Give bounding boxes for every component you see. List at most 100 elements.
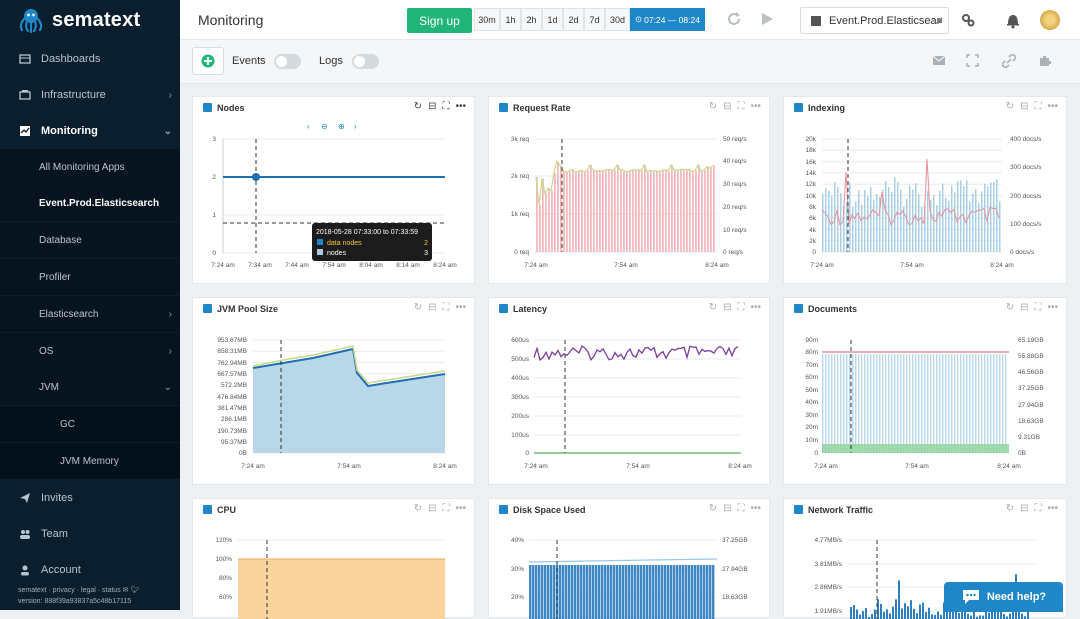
app-selector[interactable]: Event.Prod.Elasticsear ◢ xyxy=(800,7,949,34)
minimize-icon[interactable]: ⊟ xyxy=(428,302,437,313)
chevron-right-icon: › xyxy=(168,89,172,101)
expand-icon[interactable]: ⛶ xyxy=(737,101,745,112)
sidebar-sub-jvm-memory[interactable]: JVM Memory xyxy=(0,443,180,479)
sidebar-item-infrastructure[interactable]: Infrastructure › xyxy=(0,77,180,113)
refresh-icon[interactable]: ↻ xyxy=(708,503,718,514)
refresh-icon[interactable]: ↻ xyxy=(1005,503,1015,514)
refresh-icon[interactable]: ↻ xyxy=(1005,101,1015,112)
sidebar-sub-gc[interactable]: GC xyxy=(0,406,180,442)
more-icon[interactable]: ••• xyxy=(455,302,466,313)
expand-icon[interactable]: ⛶ xyxy=(1034,503,1042,514)
bell-icon[interactable] xyxy=(1005,11,1021,29)
more-icon[interactable]: ••• xyxy=(750,302,761,313)
time-range-30d[interactable]: 30d xyxy=(605,8,630,31)
bar xyxy=(668,171,670,252)
sidebar-sub-all-apps[interactable]: All Monitoring Apps xyxy=(0,149,180,185)
bar xyxy=(635,170,637,252)
sidebar-item-monitoring[interactable]: Monitoring ⌄ xyxy=(0,113,180,149)
bar xyxy=(613,565,616,619)
need-help-button[interactable]: Need help? xyxy=(944,582,1063,612)
expand-icon[interactable]: ⛶ xyxy=(737,503,745,514)
settings-icon[interactable] xyxy=(961,13,975,27)
sidebar-sub-current-app[interactable]: Event.Prod.Elasticsearch xyxy=(0,185,180,221)
expand-icon[interactable]: ⛶ xyxy=(442,302,450,313)
bar xyxy=(596,171,598,252)
refresh-icon[interactable]: ↻ xyxy=(1005,302,1015,313)
refresh-icon[interactable]: ↻ xyxy=(413,503,423,514)
minimize-icon[interactable]: ⊟ xyxy=(428,101,437,112)
zoom-in-icon[interactable]: ⊕ xyxy=(338,122,345,131)
events-toggle[interactable] xyxy=(274,54,301,69)
sematext-logo[interactable]: sematext xyxy=(16,6,140,34)
refresh-icon[interactable]: ↻ xyxy=(708,101,718,112)
minimize-icon[interactable]: ⊟ xyxy=(723,101,732,112)
bar xyxy=(853,605,855,619)
sidebar-item-invites[interactable]: Invites xyxy=(0,480,180,516)
mail-icon[interactable]: ✉ xyxy=(122,587,129,594)
minimize-icon[interactable]: ⊟ xyxy=(428,503,437,514)
minimize-icon[interactable]: ⊟ xyxy=(723,503,732,514)
refresh-icon[interactable]: ↻ xyxy=(708,302,718,313)
minimize-icon[interactable]: ⊟ xyxy=(1020,302,1029,313)
time-range-1h[interactable]: 1h xyxy=(500,8,521,31)
sidebar-item-label: Monitoring xyxy=(41,125,98,137)
bar xyxy=(858,354,860,453)
footer-links[interactable]: sematext · privacy · legal · status xyxy=(18,587,121,594)
refresh-icon[interactable] xyxy=(725,10,743,28)
time-range-1d[interactable]: 1d xyxy=(542,8,563,31)
cpu-chart: 120% 100% 80% 60% xyxy=(215,537,445,619)
time-range-2d[interactable]: 2d xyxy=(563,8,584,31)
more-icon[interactable]: ••• xyxy=(750,101,761,112)
link-icon[interactable] xyxy=(1002,54,1016,68)
zoom-out-icon[interactable]: ⊖ xyxy=(321,122,328,131)
more-icon[interactable]: ••• xyxy=(1047,503,1058,514)
twitter-icon[interactable]: 🐦︎ xyxy=(130,587,140,594)
sidebar-item-account[interactable]: Account xyxy=(0,552,180,588)
plugin-icon[interactable] xyxy=(1038,54,1052,68)
bar xyxy=(945,354,947,453)
more-icon[interactable]: ••• xyxy=(1047,302,1058,313)
expand-icon[interactable]: ⛶ xyxy=(1034,302,1042,313)
minimize-icon[interactable]: ⊟ xyxy=(1020,503,1029,514)
time-range-7d[interactable]: 7d xyxy=(584,8,605,31)
fullscreen-icon[interactable] xyxy=(966,54,979,67)
user-avatar[interactable] xyxy=(1040,10,1060,30)
sidebar-sub-profiler[interactable]: Profiler xyxy=(0,259,180,295)
sidebar-sub-os[interactable]: OS › xyxy=(0,333,180,369)
refresh-icon[interactable]: ↻ xyxy=(413,101,423,112)
add-widget-button[interactable] xyxy=(192,47,224,75)
more-icon[interactable]: ••• xyxy=(1047,101,1058,112)
sidebar-sub-elasticsearch[interactable]: Elasticsearch › xyxy=(0,296,180,332)
bar xyxy=(604,565,607,619)
expand-icon[interactable]: ⛶ xyxy=(442,101,450,112)
more-icon[interactable]: ••• xyxy=(455,101,466,112)
more-icon[interactable]: ••• xyxy=(750,503,761,514)
bar xyxy=(855,201,857,252)
sidebar-sub-database[interactable]: Database xyxy=(0,222,180,258)
logs-toggle[interactable] xyxy=(352,54,379,69)
pan-left-icon[interactable]: ‹ xyxy=(307,122,310,131)
minimize-icon[interactable]: ⊟ xyxy=(723,302,732,313)
panel-title: Latency xyxy=(513,304,548,314)
sidebar-item-team[interactable]: Team xyxy=(0,516,180,552)
bar xyxy=(676,565,679,619)
expand-icon[interactable]: ⛶ xyxy=(737,302,745,313)
sidebar-item-dashboards[interactable]: Dashboards xyxy=(0,41,180,77)
time-range-30m[interactable]: 30m xyxy=(474,8,500,31)
bar xyxy=(599,170,601,252)
custom-time-range[interactable]: ⊙ 07:24 — 08:24 xyxy=(630,8,705,31)
time-range-2h[interactable]: 2h xyxy=(521,8,542,31)
y-tick: 3.81MB/s xyxy=(815,561,843,568)
refresh-icon[interactable]: ↻ xyxy=(413,302,423,313)
signup-button[interactable]: Sign up xyxy=(407,8,472,33)
pan-right-icon[interactable]: › xyxy=(354,122,357,131)
bar xyxy=(924,354,926,453)
sidebar-sub-jvm[interactable]: JVM ⌄ xyxy=(0,369,180,405)
more-icon[interactable]: ••• xyxy=(455,503,466,514)
minimize-icon[interactable]: ⊟ xyxy=(1020,101,1029,112)
play-icon[interactable] xyxy=(760,12,774,26)
bar xyxy=(694,565,697,619)
expand-icon[interactable]: ⛶ xyxy=(442,503,450,514)
email-icon[interactable] xyxy=(932,54,946,66)
expand-icon[interactable]: ⛶ xyxy=(1034,101,1042,112)
